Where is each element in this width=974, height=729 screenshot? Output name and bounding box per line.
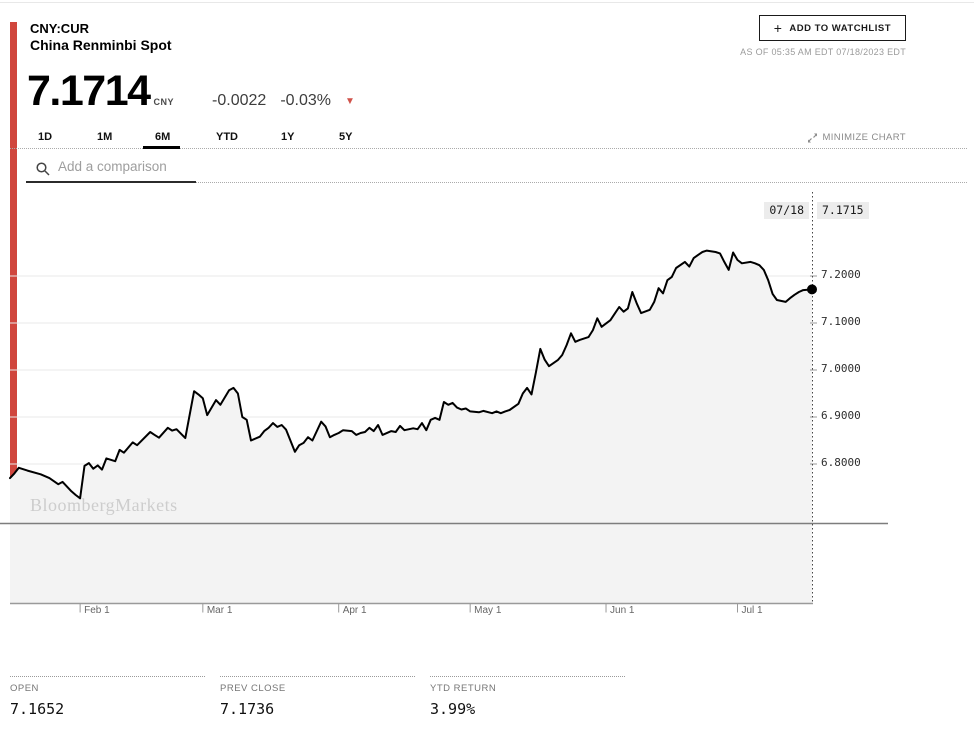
y-axis-label: 7.1000 — [821, 315, 861, 328]
ticker-symbol: CNY:CUR — [30, 21, 89, 36]
x-axis-label: May 1 — [474, 605, 502, 616]
search-icon — [36, 162, 50, 176]
stat-label: PREV CLOSE — [220, 683, 286, 694]
x-axis-label: Feb 1 — [84, 605, 110, 616]
crosshair-date-label: 07/18 — [764, 202, 809, 219]
comparison-divider — [196, 182, 967, 183]
tab-1m[interactable]: 1M — [97, 131, 113, 143]
tab-1y[interactable]: 1Y — [281, 131, 295, 143]
plus-icon: + — [773, 19, 783, 36]
y-axis-label: 6.8000 — [821, 456, 861, 469]
add-to-watchlist-button[interactable]: + ADD TO WATCHLIST — [758, 15, 906, 41]
stat-open: OPEN 7.1652 — [10, 676, 205, 718]
currency-label: CNY — [153, 97, 175, 107]
security-name: China Renminbi Spot — [30, 37, 172, 53]
stat-label: OPEN — [10, 683, 39, 694]
as-of-timestamp: AS OF 05:35 AM EDT 07/18/2023 EDT — [740, 47, 906, 57]
crosshair-value-label: 7.1715 — [817, 202, 869, 219]
last-price: 7.1714 — [27, 67, 151, 115]
x-axis-label: Jun 1 — [610, 605, 635, 616]
tab-6m[interactable]: 6M — [155, 131, 171, 143]
tabs-divider — [10, 148, 967, 149]
minimize-icon — [808, 133, 818, 142]
stat-ytd-return: YTD RETURN 3.99% — [430, 676, 625, 718]
top-divider — [0, 2, 974, 3]
y-axis-label: 7.0000 — [821, 362, 861, 375]
x-axis-label: Apr 1 — [342, 605, 367, 616]
down-arrow-icon: ▼ — [345, 96, 355, 107]
comparison-underline — [26, 181, 196, 183]
watchlist-button-label: ADD TO WATCHLIST — [789, 22, 891, 34]
change-group: -0.0022 -0.03% ▼ — [212, 92, 355, 110]
watermark: BloombergMarkets — [30, 495, 178, 515]
price-change-pct: -0.03% — [280, 92, 332, 109]
stat-value: 3.99% — [430, 700, 476, 718]
price-change: -0.0022 — [212, 92, 267, 109]
stat-prev-close: PREV CLOSE 7.1736 — [220, 676, 415, 718]
active-tab-underline — [143, 146, 180, 149]
tab-1d[interactable]: 1D — [38, 131, 53, 143]
accent-bar — [10, 22, 17, 603]
minimize-chart-label: MINIMIZE CHART — [822, 132, 906, 143]
y-axis-label: 6.9000 — [821, 409, 861, 422]
stat-label: YTD RETURN — [430, 683, 497, 694]
minimize-chart-button[interactable]: MINIMIZE CHART — [807, 132, 906, 143]
x-axis-label: Jul 1 — [741, 605, 763, 616]
x-axis-label: Mar 1 — [206, 605, 233, 616]
y-axis-label: 7.2000 — [821, 268, 861, 281]
stat-value: 7.1652 — [10, 700, 65, 718]
stat-value: 7.1736 — [220, 700, 275, 718]
tab-ytd[interactable]: YTD — [216, 131, 238, 143]
add-comparison-input[interactable] — [56, 158, 280, 175]
tab-5y[interactable]: 5Y — [339, 131, 353, 143]
price-row: 7.1714 CNY -0.0022 -0.03% ▼ — [27, 67, 355, 115]
